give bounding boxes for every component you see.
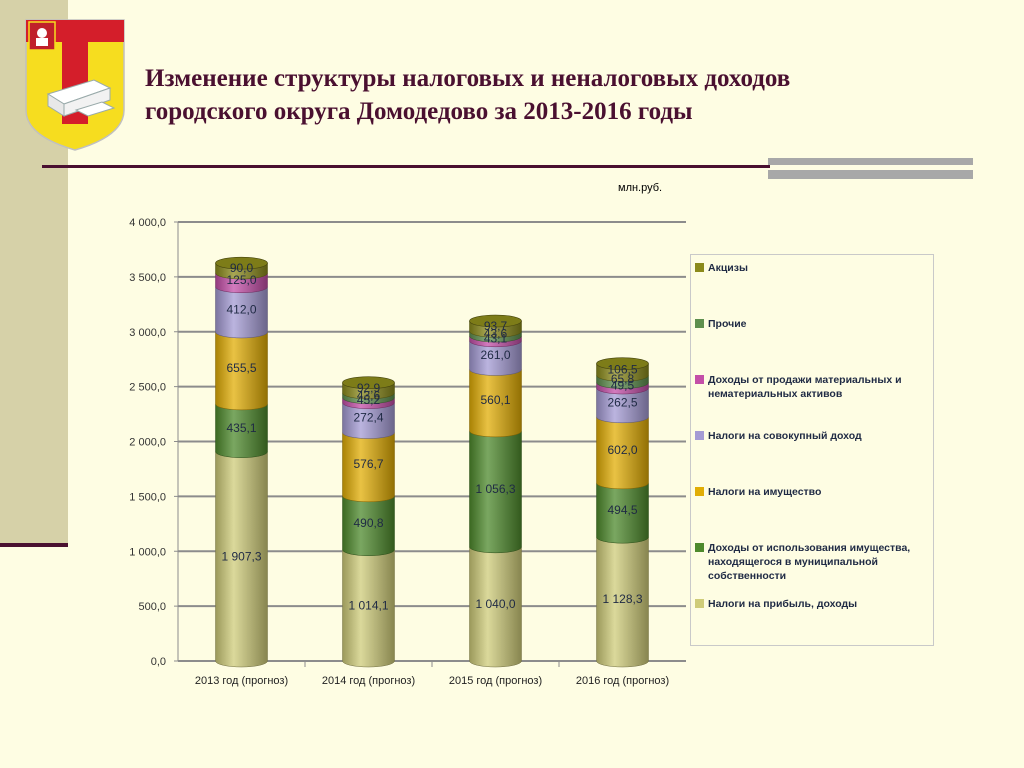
data-label: 43,6 [357, 388, 381, 402]
legend-swatch [695, 319, 704, 328]
data-label: 261,0 [480, 348, 510, 362]
legend-swatch [695, 487, 704, 496]
legend-item: Доходы от использования имущества, наход… [695, 541, 931, 583]
y-tick-label: 4 000,0 [129, 217, 166, 229]
x-tick-label: 2016 год (прогноз) [576, 675, 669, 687]
data-label: 262,5 [607, 395, 637, 409]
bar-stack [596, 357, 649, 668]
domodedovo-coat-of-arms-icon [25, 19, 125, 151]
data-label: 412,0 [226, 302, 256, 316]
unit-label: млн.руб. [618, 182, 663, 194]
legend-item: Налоги на прибыль, доходы [695, 597, 931, 611]
legend-item: Акцизы [695, 261, 931, 275]
data-label: 43,6 [484, 327, 508, 341]
bar-segment [596, 416, 649, 490]
bar-stack [469, 314, 522, 668]
legend-item: Прочие [695, 317, 931, 331]
bar-segment [342, 495, 395, 556]
bar-segment [469, 430, 522, 554]
y-tick-label: 1 000,0 [129, 546, 166, 558]
title-line-1: Изменение структуры налоговых и неналого… [145, 65, 791, 92]
data-label: 494,5 [607, 503, 637, 517]
y-tick-label: 2 000,0 [129, 437, 166, 449]
legend-swatch [695, 543, 704, 552]
bar-stack [215, 256, 268, 668]
bar-top-cap [215, 256, 268, 270]
y-tick-label: 3 000,0 [129, 327, 166, 339]
gray-rule-bottom [768, 170, 973, 179]
y-tick-label: 500,0 [138, 601, 166, 613]
y-tick-label: 1 500,0 [129, 491, 166, 503]
legend-label: Акцизы [708, 262, 748, 274]
bar-segment [469, 369, 522, 438]
legend-swatch [695, 599, 704, 608]
title-line-2: городского округа Домодедово за 2013-201… [145, 98, 693, 125]
data-label: 90,0 [230, 261, 254, 275]
data-label: 65,8 [611, 372, 635, 386]
legend-label: Налоги на совокупный доход [708, 430, 862, 442]
data-label: 602,0 [607, 443, 637, 457]
data-label: 125,0 [226, 273, 256, 287]
bar-segment [215, 403, 268, 458]
legend-label: Доходы от использования имущества, наход… [708, 542, 911, 582]
data-label: 1 907,3 [221, 549, 261, 563]
bar-segment [215, 451, 268, 668]
bar-top-cap [469, 314, 522, 328]
bar-stack [342, 376, 395, 668]
data-label: 92,9 [357, 381, 381, 395]
chart-legend: Акцизы Прочие Доходы от продажи материальн… [690, 254, 934, 646]
legend-item: Налоги на совокупный доход [695, 429, 931, 443]
bar-segment [342, 432, 395, 503]
legend-label: Доходы от продажи материальных и нематер… [708, 374, 902, 400]
data-label: 655,5 [226, 361, 256, 375]
bar-segment [469, 340, 522, 376]
data-label: 1 014,1 [348, 598, 388, 612]
gray-rule-top [768, 158, 973, 165]
data-label: 1 056,3 [475, 482, 515, 496]
legend-swatch [695, 263, 704, 272]
data-label: 490,8 [353, 516, 383, 530]
legend-label: Налоги на прибыль, доходы [708, 598, 858, 610]
y-tick-label: 2 500,0 [129, 382, 166, 394]
title-underline [42, 165, 770, 168]
data-label: 560,1 [480, 393, 510, 407]
data-label: 45,2 [357, 393, 381, 407]
bar-top-cap [596, 357, 649, 370]
legend-item: Доходы от продажи материальных и нематер… [695, 373, 931, 401]
bar-segment [215, 286, 268, 339]
data-label: 49,5 [611, 378, 635, 392]
data-label: 435,1 [226, 421, 256, 435]
bar-segment [596, 536, 649, 668]
y-tick-label: 0,0 [151, 656, 166, 668]
legend-swatch [695, 375, 704, 384]
data-label: 43,1 [484, 331, 508, 345]
bar-segment [342, 549, 395, 668]
bar-top-cap [342, 376, 395, 390]
bar-segment [215, 331, 268, 411]
bar-segment [469, 546, 522, 668]
y-tick-label: 3 500,0 [129, 272, 166, 284]
data-label: 1 040,0 [475, 597, 515, 611]
data-label: 1 128,3 [602, 592, 642, 606]
page-title: Изменение структуры налоговых и неналого… [145, 62, 985, 128]
data-label: 93,7 [484, 319, 508, 333]
x-tick-label: 2015 год (прогноз) [449, 675, 542, 687]
bar-segment [342, 402, 395, 439]
legend-label: Налоги на имущество [708, 486, 822, 498]
bar-segment [596, 482, 649, 544]
left-strip-divider [0, 543, 68, 547]
data-label: 576,7 [353, 457, 383, 471]
legend-swatch [695, 431, 704, 440]
x-tick-label: 2013 год (прогноз) [195, 675, 288, 687]
legend-label: Прочие [708, 318, 747, 330]
x-tick-label: 2014 год (прогноз) [322, 675, 415, 687]
data-label: 106,5 [607, 363, 637, 377]
data-label: 272,4 [353, 411, 383, 425]
bar-segment [596, 387, 649, 424]
legend-item: Налоги на имущество [695, 485, 931, 499]
